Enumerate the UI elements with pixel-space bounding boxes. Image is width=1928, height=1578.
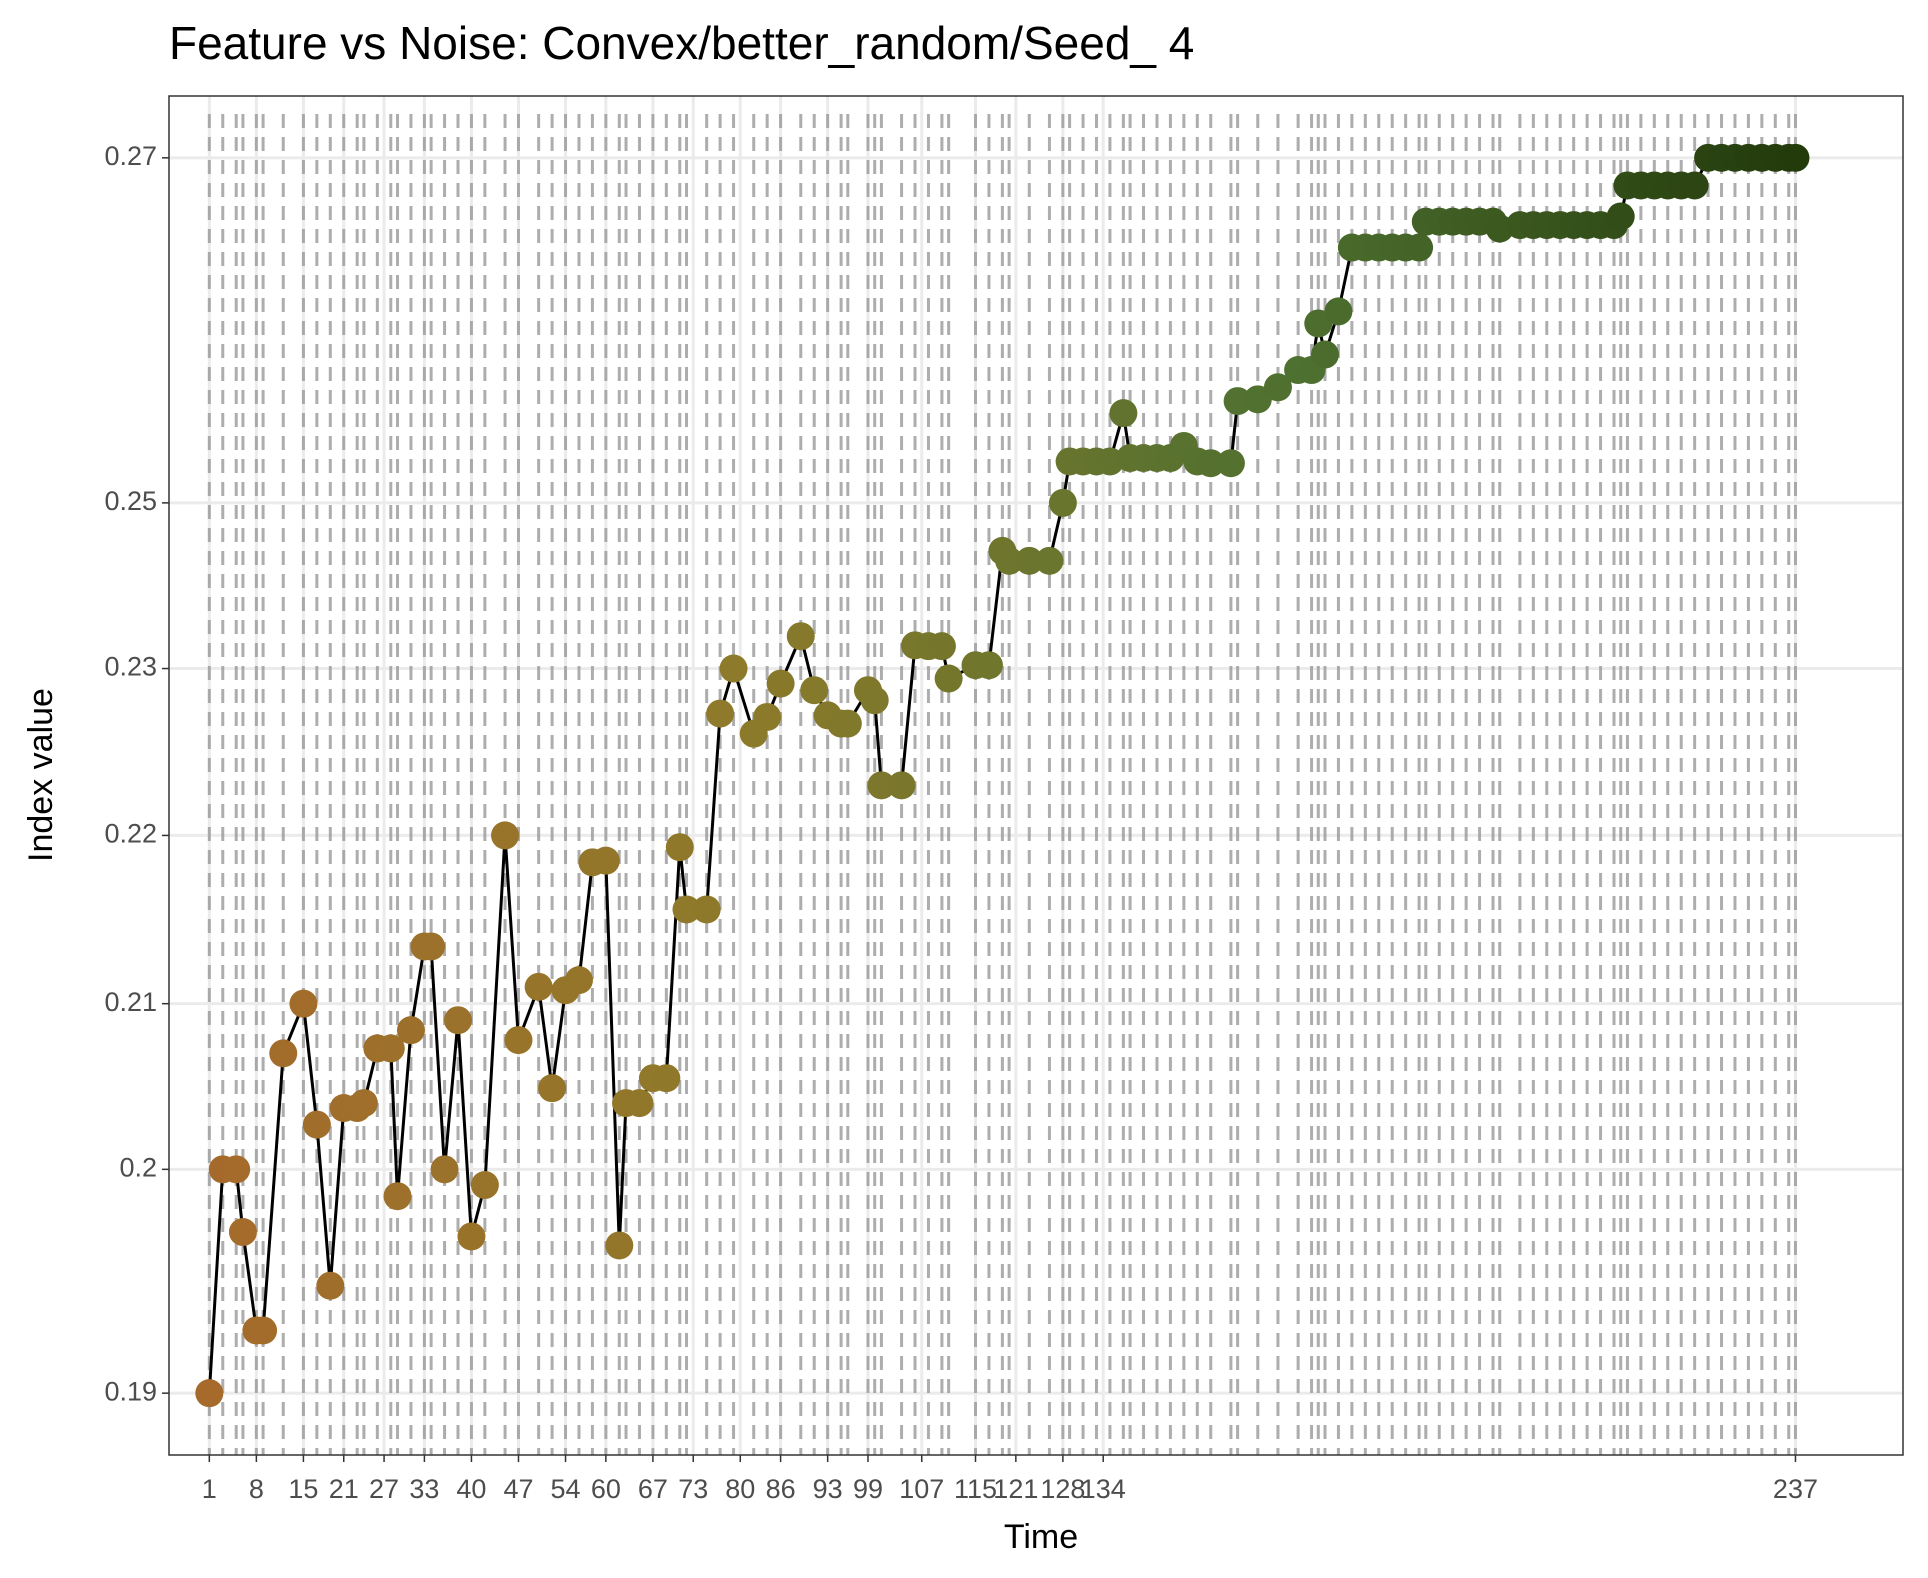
- x-tick-label: 107: [899, 1474, 944, 1504]
- point: [417, 932, 446, 961]
- point: [444, 1006, 472, 1035]
- point: [1680, 171, 1709, 200]
- point: [753, 702, 782, 731]
- point: [867, 771, 896, 800]
- y-tick-label: 0.23: [104, 652, 157, 682]
- point: [786, 622, 815, 651]
- x-tick-label: 237: [1773, 1474, 1818, 1504]
- point: [766, 669, 795, 698]
- point: [1263, 373, 1292, 402]
- point: [1015, 546, 1044, 575]
- x-tick-label: 40: [456, 1474, 486, 1504]
- point: [1311, 340, 1339, 369]
- grid: [169, 96, 1903, 1455]
- point: [564, 966, 593, 995]
- panel-border: [168, 95, 1904, 1456]
- point: [195, 1379, 224, 1408]
- point: [652, 1064, 681, 1093]
- point: [1196, 449, 1225, 478]
- point: [538, 1074, 567, 1103]
- x-tick-label: 21: [329, 1474, 359, 1504]
- point: [1324, 297, 1353, 326]
- point: [672, 895, 701, 924]
- x-tick-label: 80: [725, 1474, 755, 1504]
- point: [524, 972, 553, 1001]
- point: [396, 1016, 425, 1045]
- x-tick-label: 15: [288, 1474, 318, 1504]
- point: [995, 546, 1024, 575]
- point: [1035, 546, 1064, 575]
- x-tick-label: 134: [1081, 1474, 1126, 1504]
- point: [1405, 233, 1434, 262]
- point: [430, 1155, 459, 1184]
- point: [228, 1218, 257, 1247]
- point: [470, 1171, 499, 1200]
- point: [706, 699, 735, 728]
- x-tick-label: 73: [678, 1474, 708, 1504]
- x-tick-label: 128: [1040, 1474, 1085, 1504]
- x-tick-label: 47: [503, 1474, 533, 1504]
- point: [249, 1316, 278, 1345]
- point: [269, 1039, 298, 1068]
- point: [1223, 387, 1252, 416]
- point: [376, 1034, 405, 1063]
- y-tick-label: 0.25: [104, 486, 157, 516]
- point: [665, 833, 694, 862]
- point: [887, 771, 916, 800]
- point: [349, 1089, 378, 1118]
- point: [800, 676, 829, 705]
- point: [1304, 309, 1333, 338]
- x-tick-label: 93: [813, 1474, 843, 1504]
- point: [692, 895, 721, 924]
- point: [833, 709, 862, 738]
- point: [1216, 449, 1245, 478]
- point: [860, 686, 889, 715]
- x-axis-title: Time: [1004, 1518, 1078, 1556]
- point: [1606, 202, 1635, 231]
- x-tick-label: 33: [409, 1474, 439, 1504]
- y-tick-label: 0.2: [119, 1152, 157, 1182]
- x-tick-label: 60: [591, 1474, 621, 1504]
- x-tick-label: 121: [993, 1474, 1038, 1504]
- chart-title: Feature vs Noise: Convex/better_random/S…: [169, 17, 1194, 69]
- point: [1109, 399, 1138, 428]
- point: [605, 1231, 634, 1260]
- point: [1781, 143, 1810, 172]
- y-tick-label: 0.19: [104, 1376, 157, 1406]
- point: [591, 846, 620, 875]
- point: [934, 664, 963, 693]
- x-tick-label: 54: [551, 1474, 581, 1504]
- x-tick-label: 86: [766, 1474, 796, 1504]
- point: [289, 989, 318, 1018]
- point: [302, 1110, 331, 1139]
- y-tick-label: 0.27: [104, 141, 157, 171]
- x-tick-label: 8: [249, 1474, 264, 1504]
- point: [222, 1155, 251, 1184]
- point: [504, 1026, 533, 1055]
- point: [974, 651, 1003, 680]
- point: [1243, 385, 1272, 414]
- point: [719, 654, 748, 683]
- point: [491, 821, 520, 850]
- x-tick-label: 115: [954, 1474, 997, 1504]
- point: [625, 1089, 654, 1118]
- point: [383, 1182, 412, 1211]
- point: [927, 632, 956, 661]
- x-tick-label: 1: [202, 1474, 217, 1504]
- point: [457, 1222, 486, 1251]
- point: [316, 1271, 345, 1300]
- x-tick-label: 27: [369, 1474, 399, 1504]
- x-tick-label: 67: [638, 1474, 668, 1504]
- point: [1048, 488, 1077, 517]
- y-axis-title: Index value: [22, 688, 60, 862]
- y-tick-label: 0.22: [104, 819, 157, 849]
- y-tick-label: 0.21: [104, 987, 157, 1017]
- x-tick-label: 99: [853, 1474, 883, 1504]
